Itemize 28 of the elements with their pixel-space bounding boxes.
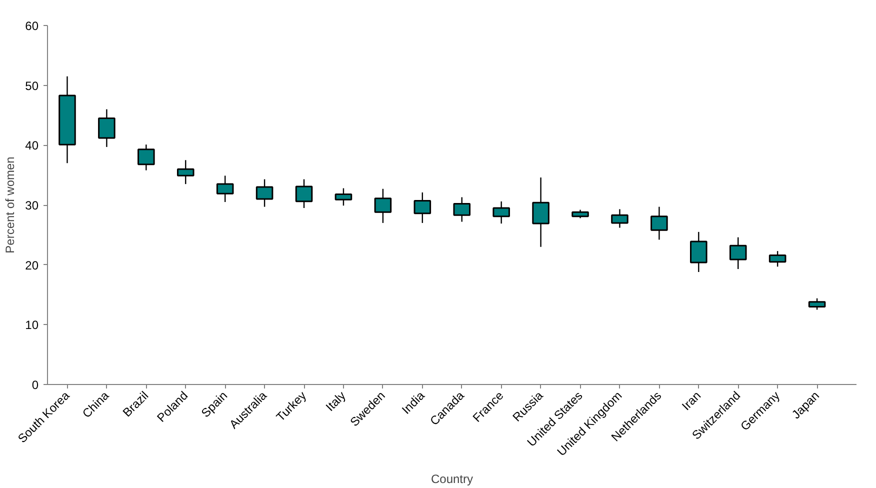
candlestick — [216, 175, 234, 203]
candlestick — [98, 108, 116, 148]
y-tick-label: 10 — [25, 318, 39, 332]
candlestick — [414, 192, 432, 224]
candlestick — [492, 200, 510, 224]
x-tick-label: Italy — [322, 388, 348, 414]
candlestick — [690, 231, 708, 273]
candlestick — [650, 206, 668, 240]
candlestick — [729, 236, 747, 270]
candlestick — [256, 178, 274, 208]
candlestick — [808, 298, 826, 310]
y-tick-label: 50 — [25, 78, 39, 93]
y-tick-label: 60 — [25, 19, 39, 33]
candlestick — [768, 250, 786, 268]
candlestick — [176, 160, 194, 185]
candlestick — [138, 144, 155, 171]
y-axis-title: Percent of women — [3, 156, 18, 254]
candlestick — [374, 188, 392, 224]
candlestick — [334, 188, 352, 206]
y-tick-label: 20 — [25, 258, 39, 272]
y-tick-label: 30 — [25, 198, 39, 212]
candlestick — [611, 208, 628, 228]
candlestick — [295, 178, 313, 209]
y-tick-label: 40 — [25, 138, 39, 153]
x-axis-title: Country — [430, 472, 474, 486]
candlestick — [453, 196, 471, 222]
candlestick — [532, 176, 550, 248]
y-tick-label: 0 — [32, 378, 39, 392]
